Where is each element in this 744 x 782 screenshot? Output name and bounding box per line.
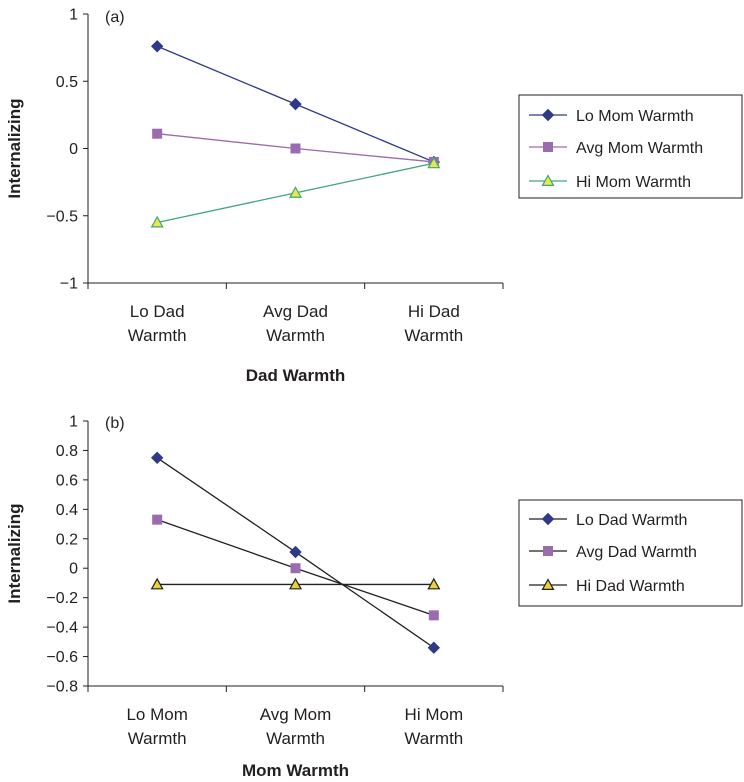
chart-panel-b: −0.8 −0.6 −0.4 −0.2 0 0.2 0.4 0.6 0.8 1 Lo Mom Warm… xyxy=(5,414,743,780)
x-tick-label-line2: Warmth xyxy=(266,729,325,748)
series-0 xyxy=(150,451,441,654)
legend-marker-square xyxy=(543,546,553,556)
panel-label: (a) xyxy=(105,9,125,26)
data-point-triangle xyxy=(427,156,441,169)
x-tick-label-line2: Warmth xyxy=(404,729,463,748)
y-tick-label: −0.8 xyxy=(46,679,78,696)
data-point-triangle xyxy=(288,186,303,198)
legend-entry-label: Hi Mom Warmth xyxy=(576,174,691,191)
legend-marker-triangle xyxy=(541,578,555,591)
x-tick-label-line2: Warmth xyxy=(404,326,463,345)
legend: Lo Dad Warmth Avg Dad Warmth Hi Dad Warmth xyxy=(518,499,743,607)
x-axis-title: Mom Warmth xyxy=(242,761,349,780)
x-tick-label-line2: Warmth xyxy=(128,326,187,345)
y-tick-label: −0.2 xyxy=(46,590,78,607)
data-point-square xyxy=(290,143,301,154)
series-1 xyxy=(152,514,439,621)
y-tick-label: 0.2 xyxy=(56,531,78,548)
series-1 xyxy=(152,128,439,167)
data-point-diamond xyxy=(150,451,164,465)
x-tick-label-line1: Avg Mom xyxy=(260,705,332,724)
y-tick-label: −0.5 xyxy=(46,208,78,225)
data-point-diamond xyxy=(427,641,441,654)
y-tick-label: 0.8 xyxy=(56,443,78,460)
data-point-diamond xyxy=(289,545,302,559)
x-tick-label-line1: Lo Mom xyxy=(126,705,187,724)
x-tick-label-line2: Warmth xyxy=(128,729,187,748)
x-tick-label-line2: Warmth xyxy=(266,326,325,345)
x-tick-label-line1: Lo Dad xyxy=(130,302,185,321)
x-tick-label-line1: Hi Mom xyxy=(405,705,464,724)
x-tick-label-line1: Hi Dad xyxy=(408,302,460,321)
data-point-diamond xyxy=(289,97,302,111)
legend-marker-triangle xyxy=(541,174,555,186)
legend-entry-label: Lo Dad Warmth xyxy=(576,512,687,529)
data-point-diamond xyxy=(150,40,164,53)
data-point-triangle xyxy=(150,215,164,228)
x-tick-label-line1: Avg Dad xyxy=(263,302,328,321)
y-tick-label: 0.5 xyxy=(56,74,78,91)
data-point-square xyxy=(290,563,301,574)
y-tick-label: 1 xyxy=(69,7,78,24)
series-2 xyxy=(150,577,441,590)
legend-entry-label: Avg Dad Warmth xyxy=(576,544,697,561)
legend-box xyxy=(518,499,743,607)
chart-panel-a: −1 −0.5 0 0.5 1 Lo Dad Warmth Avg Dad Warmth Hi D… xyxy=(5,7,743,385)
legend-entry-label: Hi Dad Warmth xyxy=(576,578,685,595)
y-tick-label: 0.6 xyxy=(56,472,78,489)
data-point-square xyxy=(152,128,163,139)
x-axis-title: Dad Warmth xyxy=(246,366,346,385)
panel-label: (b) xyxy=(105,415,125,432)
y-tick-label: 0 xyxy=(69,141,78,158)
legend-entry-label: Lo Mom Warmth xyxy=(576,108,694,125)
series-2 xyxy=(150,156,441,228)
legend: Lo Mom Warmth Avg Mom Warmth Hi Mom Warmth xyxy=(518,94,743,199)
y-tick-label: 0.4 xyxy=(56,502,78,519)
data-point-triangle xyxy=(427,577,441,590)
legend-marker-diamond xyxy=(541,512,555,526)
y-axis-title: Internalizing xyxy=(5,503,24,603)
y-tick-label: 0 xyxy=(69,561,78,578)
data-point-triangle xyxy=(150,577,164,590)
y-tick-label: 1 xyxy=(69,414,78,431)
y-tick-label: −1 xyxy=(60,276,78,293)
legend-entry-label: Avg Mom Warmth xyxy=(576,140,703,157)
data-point-square xyxy=(428,610,439,621)
data-point-triangle xyxy=(288,577,303,590)
y-tick-label: −0.6 xyxy=(46,649,78,666)
data-point-square xyxy=(152,514,163,525)
legend-marker-diamond xyxy=(541,108,555,122)
y-axis-title: Internalizing xyxy=(5,98,24,198)
y-tick-label: −0.4 xyxy=(46,620,78,637)
legend-marker-square xyxy=(543,142,553,152)
